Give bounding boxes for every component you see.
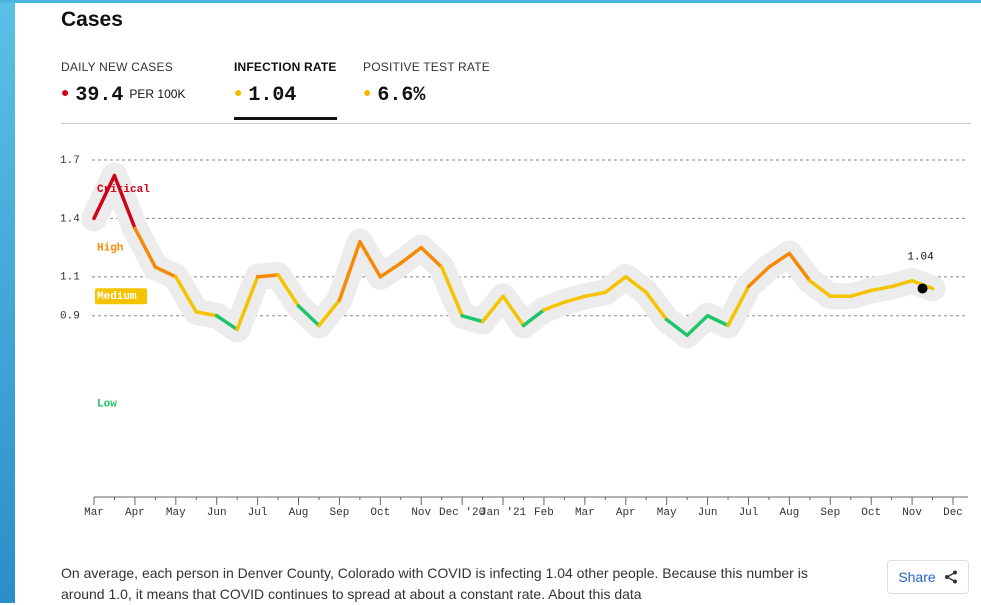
line-segment — [767, 251, 792, 269]
x-tick-label: Sep — [820, 507, 840, 519]
x-tick-label: Apr — [616, 507, 636, 519]
level-label: Low — [97, 398, 117, 410]
share-icon — [944, 570, 957, 584]
dot: ● — [363, 86, 372, 102]
line-segment — [439, 265, 464, 318]
x-tick-label: Jun — [207, 507, 227, 519]
dot: ● — [234, 86, 243, 102]
line-segment — [501, 294, 526, 328]
x-tick-label: Aug — [779, 507, 799, 519]
divider — [61, 123, 971, 124]
line-segment — [317, 298, 342, 328]
line-segment — [583, 290, 608, 299]
line-segment — [153, 265, 178, 279]
description: On average, each person in Denver County… — [61, 565, 808, 602]
x-tick-label: Apr — [125, 507, 145, 519]
tab-label: DAILY NEW CASES — [61, 60, 173, 74]
x-tick-label: Aug — [289, 507, 309, 519]
x-tick-label: Oct — [370, 507, 390, 519]
x-tick-label: Jul — [739, 507, 759, 519]
line-segment — [255, 273, 280, 279]
current-label: 1.04 — [907, 251, 934, 263]
line-segment — [705, 314, 730, 328]
line-segment — [358, 240, 383, 279]
tab[interactable]: POSITIVE TEST RATE ● 6.6% — [363, 60, 490, 107]
tab-unit: PER 100K — [129, 87, 186, 101]
tab-label: INFECTION RATE — [234, 60, 337, 74]
line-segment — [214, 314, 239, 332]
x-tick-label: May — [657, 507, 677, 519]
dot: ● — [61, 86, 70, 102]
line-segment — [276, 273, 301, 308]
tab-value: 1.04 — [248, 84, 297, 107]
line-segment — [92, 173, 117, 221]
x-tick-label: Oct — [861, 507, 881, 519]
frame-edge — [0, 0, 981, 3]
line-segment — [174, 275, 199, 314]
x-tick-label: Jul — [248, 507, 268, 519]
chart: 0.9 1.1 1.4 1.7 Mar Apr May Jun Jul Aug Sep Oct Nov D… — [60, 155, 968, 519]
line-segment — [746, 265, 771, 289]
line-segment — [889, 278, 914, 289]
line-segment — [194, 310, 219, 318]
x-tick-label: Nov — [902, 507, 922, 519]
y-tick-label: 1.4 — [60, 213, 80, 225]
share-label: Share — [898, 569, 936, 585]
line-segment — [787, 251, 812, 283]
line-segment — [685, 314, 710, 337]
tab-value: 39.4 — [75, 84, 124, 107]
tab-value: 6.6% — [377, 84, 426, 107]
x-tick-label: Nov — [411, 507, 431, 519]
line-segment — [460, 314, 485, 324]
tab-label: POSITIVE TEST RATE — [363, 60, 490, 74]
line-segment — [603, 275, 628, 295]
line-segment — [480, 294, 505, 324]
line-segment — [521, 308, 546, 328]
line-segment — [112, 173, 137, 230]
line-segment — [542, 300, 567, 312]
x-tick-label: Feb — [534, 507, 554, 519]
level-badge — [95, 288, 147, 305]
line-segment — [726, 284, 751, 328]
y-tick-label: 1.7 — [60, 155, 80, 167]
x-tick-label: Mar — [575, 507, 595, 519]
line-segment — [378, 261, 403, 279]
x-tick-label: Dec '20 — [439, 507, 485, 519]
rate-line — [92, 173, 935, 337]
line-segment — [808, 278, 833, 299]
x-tick-label: Jan '21 — [480, 507, 527, 519]
line-segment — [562, 294, 587, 304]
y-tick-label: 0.9 — [60, 311, 80, 323]
level-label: High — [97, 243, 123, 255]
share-button[interactable]: Share — [887, 560, 969, 594]
line-segment — [296, 304, 321, 328]
line-segment — [664, 317, 689, 337]
section-title: Cases — [61, 8, 123, 31]
line-segment — [419, 245, 444, 269]
line-segment — [644, 290, 669, 322]
x-tick-label: Mar — [84, 507, 104, 519]
y-tick-label: 1.1 — [60, 272, 80, 284]
x-tick-label: May — [166, 507, 186, 519]
line-segment — [869, 284, 894, 293]
line-segment — [235, 275, 260, 332]
frame-edge — [0, 0, 15, 603]
line-segment — [337, 240, 362, 302]
x-tick-label: Jun — [698, 507, 718, 519]
x-tick-label: Dec — [943, 507, 963, 519]
line-segment — [133, 226, 158, 269]
x-tick-label: Sep — [330, 507, 350, 519]
line-segment — [624, 275, 648, 295]
line-segment — [399, 245, 423, 265]
tab[interactable]: INFECTION RATE ● 1.04 — [234, 60, 337, 120]
current-point — [917, 283, 928, 294]
tab[interactable]: DAILY NEW CASES ● 39.4 PER 100K — [61, 60, 185, 107]
line-segment — [848, 288, 873, 299]
level-label: Medium — [97, 291, 137, 303]
